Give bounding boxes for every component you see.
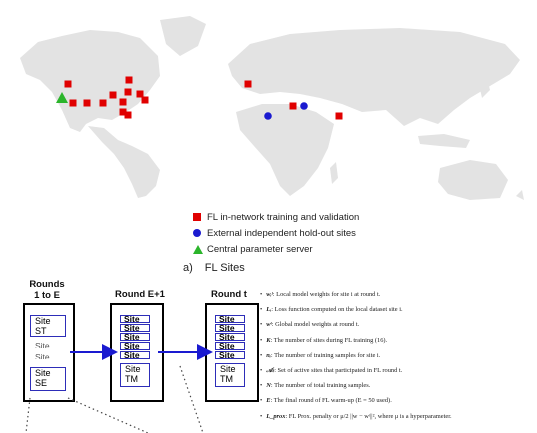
round-2-site-tab-2: Site (120, 324, 150, 332)
notation-item: wᵗ: Global model weights at round t. (260, 320, 452, 335)
notation-text: : The number of total training samples. (270, 382, 371, 390)
notation-symbol: K (266, 336, 271, 344)
uk-landmass (232, 62, 244, 80)
caption-label: a) (183, 262, 193, 274)
training-site-marker (244, 80, 252, 88)
legend-item-holdout: External independent hold-out sites (193, 225, 359, 241)
holdout-site-marker (264, 112, 272, 120)
site-se: Site SE (30, 367, 66, 391)
caption-text: FL Sites (204, 262, 245, 274)
round-2-site-tm: Site TM (120, 363, 150, 387)
notation-item: E: The final round of FL warm-up (E = 50… (260, 396, 452, 411)
faint-site-1: Site (35, 342, 50, 348)
notation-text: : Global model weights at round t. (271, 321, 360, 329)
training-site-marker (124, 88, 132, 96)
training-site-marker (136, 90, 144, 98)
notation-symbol: wᵗ (266, 321, 272, 329)
round-3-site-tab-4: Site (215, 342, 245, 350)
notation-symbol: nᵢ (266, 351, 271, 359)
dotted-guide-3 (179, 365, 204, 433)
australia-landmass (438, 160, 508, 200)
notation-text: : Set of active sites that participated … (274, 366, 403, 374)
round-3-site-tab-2: Site (215, 324, 245, 332)
notation-symbol: Lᵢ (266, 306, 272, 314)
africa-landmass (236, 104, 334, 196)
notation-symbol: E (266, 397, 271, 405)
legend-item-server: Central parameter server (193, 241, 359, 257)
round-1-title-line-1: Rounds (29, 279, 65, 290)
south-america-landmass (88, 126, 160, 198)
legend-label-training: FL in-network training and validation (207, 211, 360, 223)
training-site-marker (119, 108, 127, 116)
eurasia-landmass (228, 28, 520, 126)
notation-symbol: 𝒜ₜ (266, 366, 275, 374)
round-1-title: Rounds 1 to E (22, 279, 72, 301)
round-3-site-tm: Site TM (215, 363, 245, 387)
training-site-marker (69, 99, 77, 107)
legend-label-server: Central parameter server (207, 243, 313, 255)
round-2-site-tab-5: Site (120, 351, 150, 359)
round-2-title: Round E+1 (115, 289, 165, 300)
figure-caption: a) FL Sites (183, 262, 257, 274)
notation-text: : The number of sites during FL training… (270, 336, 388, 344)
map-legend: FL in-network training and validation Ex… (193, 209, 359, 257)
notation-symbol: L_prox (266, 412, 286, 420)
training-site-marker (141, 96, 149, 104)
notation-symbol: wᵢᵗ (266, 291, 273, 298)
faint-site-2: Site (35, 353, 50, 359)
north-america-landmass (20, 30, 160, 132)
round-3-box: Site Site Site Site Site Site TM (205, 303, 259, 402)
notation-list: wᵢᵗ: Local model weights for site i at r… (260, 290, 452, 427)
round-1-title-line-2: 1 to E (34, 290, 60, 301)
world-map (20, 16, 524, 200)
training-site-marker (109, 91, 117, 99)
japan-landmass (478, 74, 490, 98)
round-2-site-tab-4: Site (120, 342, 150, 350)
dotted-guide-1 (25, 397, 31, 433)
legend-label-holdout: External independent hold-out sites (207, 227, 356, 239)
notation-symbol: N (266, 382, 271, 390)
dotted-guide-2 (67, 397, 149, 433)
red-square-icon (193, 213, 207, 221)
notation-text: : Local model weights for site i at roun… (272, 291, 381, 298)
training-site-marker (119, 98, 127, 106)
greenland-landmass (160, 16, 206, 56)
green-triangle-icon (193, 244, 207, 254)
training-site-marker (124, 111, 132, 119)
site-markers (56, 76, 343, 120)
training-site-marker (289, 102, 297, 110)
notation-item: wᵢᵗ: Local model weights for site i at r… (260, 290, 452, 305)
round-1-box: Site ST Site Site Site SE (23, 303, 75, 402)
indonesia-landmass (418, 134, 470, 148)
training-site-marker (64, 80, 72, 88)
round-2-site-tab-3: Site (120, 333, 150, 341)
notation-item: K: The number of sites during FL trainin… (260, 336, 452, 351)
notation-item: N: The number of total training samples. (260, 381, 452, 396)
blue-circle-icon (193, 229, 207, 237)
legend-item-training: FL in-network training and validation (193, 209, 359, 225)
training-site-marker (125, 76, 133, 84)
holdout-site-marker (300, 102, 308, 110)
training-site-marker (335, 112, 343, 120)
notation-text: : The final round of FL warm-up (E = 50 … (270, 397, 392, 405)
round-2-site-tab-1: Site (120, 315, 150, 323)
round-3-title: Round t (211, 289, 247, 300)
notation-text: : The number of training samples for sit… (270, 351, 381, 359)
new-zealand-landmass (516, 190, 524, 200)
notation-text: : FL Prox. penalty or μ/2 ||w − wᵗ||², w… (285, 412, 452, 420)
round-3-site-tab-1: Site (215, 315, 245, 323)
training-site-marker (99, 99, 107, 107)
notation-item: L_prox: FL Prox. penalty or μ/2 ||w − wᵗ… (260, 412, 452, 427)
notation-item: Lᵢ: Loss function computed on the local … (260, 305, 452, 320)
central-server-marker (56, 92, 68, 103)
notation-text: : Loss function computed on the local da… (271, 306, 403, 314)
notation-item: 𝒜ₜ: Set of active sites that participate… (260, 366, 452, 381)
site-st: Site ST (30, 315, 66, 337)
training-site-marker (83, 99, 91, 107)
round-3-site-tab-5: Site (215, 351, 245, 359)
round-3-site-tab-3: Site (215, 333, 245, 341)
notation-item: nᵢ: The number of training samples for s… (260, 351, 452, 366)
madagascar-landmass (330, 162, 338, 184)
